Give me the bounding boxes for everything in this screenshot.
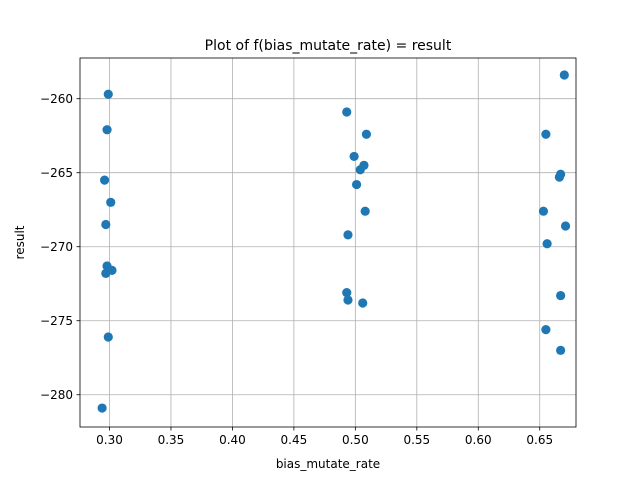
- data-point: [349, 151, 359, 162]
- plot-frame: [79, 57, 577, 428]
- data-point: [559, 70, 569, 80]
- chart-title: Plot of f(bias_mutate_rate) = result: [205, 38, 452, 54]
- data-point: [351, 179, 362, 190]
- data-point: [541, 129, 551, 139]
- data-point: [343, 295, 353, 305]
- data-point: [542, 239, 552, 249]
- data-point: [97, 403, 107, 413]
- data-point: [342, 288, 352, 298]
- data-point: [360, 206, 370, 216]
- data-point: [102, 125, 112, 135]
- data-point: [359, 160, 369, 170]
- data-point: [106, 197, 116, 207]
- y-axis-ticks: −260 −265 −270 −275 −280: [40, 92, 80, 402]
- data-point: [101, 219, 111, 230]
- data-point: [538, 206, 549, 216]
- data-point: [343, 230, 353, 240]
- y-tick-label: −265: [40, 166, 73, 180]
- x-tick-label: 0.50: [342, 433, 369, 447]
- x-tick-label: 0.40: [219, 433, 246, 447]
- data-point: [103, 332, 113, 342]
- data-point: [556, 290, 566, 301]
- data-point: [103, 89, 113, 99]
- x-axis-label: bias_mutate_rate: [276, 457, 380, 471]
- data-point: [342, 107, 352, 117]
- y-tick-label: −275: [40, 314, 73, 328]
- data-point: [554, 172, 565, 182]
- data-point: [99, 175, 110, 185]
- x-tick-label: 0.30: [96, 433, 123, 447]
- y-tick-label: −260: [40, 92, 73, 106]
- y-tick-label: −280: [40, 388, 73, 402]
- data-point: [541, 325, 551, 335]
- x-tick-label: 0.60: [465, 433, 492, 447]
- data-point: [358, 298, 368, 308]
- y-axis-label: result: [13, 225, 27, 259]
- data-point: [361, 129, 372, 139]
- grid: [80, 58, 576, 427]
- x-tick-label: 0.35: [158, 433, 185, 447]
- x-tick-label: 0.55: [403, 433, 430, 447]
- data-point: [107, 265, 117, 276]
- x-axis-ticks: 0.30 0.35 0.40 0.45 0.50 0.55 0.60 0.65: [96, 427, 553, 447]
- data-point: [560, 221, 571, 231]
- data-point: [556, 345, 566, 355]
- data-points: [97, 70, 571, 413]
- y-tick-label: −270: [40, 240, 73, 254]
- x-tick-label: 0.45: [281, 433, 308, 447]
- x-tick-label: 0.65: [526, 433, 553, 447]
